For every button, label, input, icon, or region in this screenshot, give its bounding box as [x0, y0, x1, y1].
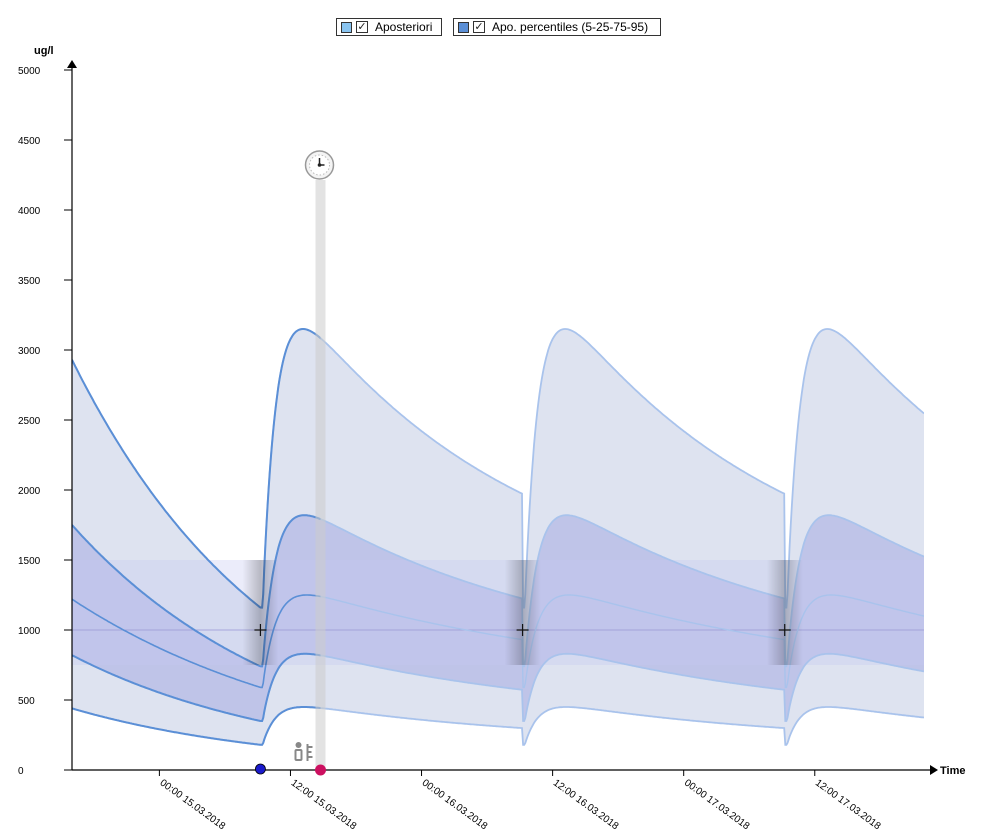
- y-tick-label-1000: 1000: [18, 626, 41, 637]
- dose-marker-1: [516, 624, 529, 636]
- x-tick-label-0: 00:00 15.03.2018: [158, 778, 228, 833]
- line-p75-past: [72, 514, 321, 668]
- line-p5-past: [72, 706, 321, 746]
- legend-percentiles[interactable]: ✓ Apo. percentiles (5-25-75-95): [453, 18, 661, 36]
- y-tick-label-3000: 3000: [18, 346, 41, 357]
- aposteriori-checkbox[interactable]: ✓: [356, 21, 368, 33]
- line-p25-past: [72, 652, 321, 722]
- x-tick-label-2: 00:00 16.03.2018: [420, 778, 490, 833]
- dose-shade-2: [766, 560, 803, 665]
- time-cursor: [315, 180, 326, 770]
- x-axis-arrow: [930, 765, 938, 775]
- dose-shade-1: [504, 560, 541, 665]
- y-tick-label-0: 0: [18, 766, 24, 777]
- x-tick-label-1: 12:00 15.03.2018: [289, 778, 359, 833]
- percentiles-label: Apo. percentiles (5-25-75-95): [492, 20, 649, 34]
- y-tick-label-2000: 2000: [18, 486, 41, 497]
- aposteriori-label: Aposteriori: [375, 20, 433, 34]
- y-axis-label: ug/l: [34, 45, 54, 57]
- y-tick-label-1500: 1500: [18, 556, 41, 567]
- dose-point[interactable]: [255, 763, 266, 775]
- y-tick-label-3500: 3500: [18, 276, 41, 287]
- dose-marker-0: [254, 624, 267, 636]
- percentiles-checkbox[interactable]: ✓: [473, 21, 485, 33]
- band-p25-p75: [72, 515, 924, 721]
- y-tick-label-2500: 2500: [18, 416, 41, 427]
- y-tick-label-4500: 4500: [18, 136, 41, 147]
- percentiles-swatch: [458, 21, 469, 33]
- line-median-past: [72, 594, 321, 689]
- dose-shade-0: [242, 560, 279, 665]
- legend-aposteriori[interactable]: ✓ Aposteriori: [336, 18, 442, 36]
- x-tick-label-3: 12:00 16.03.2018: [551, 778, 621, 833]
- x-tick-label-5: 12:00 17.03.2018: [813, 778, 883, 833]
- aposteriori-swatch: [341, 21, 352, 33]
- clock-icon[interactable]: [304, 150, 335, 180]
- patient-covariate-icon[interactable]: [294, 742, 313, 761]
- y-tick-label-5000: 5000: [18, 66, 41, 77]
- line-p95-past: [72, 328, 321, 609]
- y-axis-arrow: [67, 60, 77, 68]
- y-tick-label-4000: 4000: [18, 206, 41, 217]
- measure-point[interactable]: [315, 764, 326, 776]
- x-tick-label-4: 00:00 17.03.2018: [682, 778, 752, 833]
- x-axis-label: Time: [940, 765, 965, 777]
- dose-marker-2: [778, 624, 791, 636]
- y-tick-label-500: 500: [18, 696, 35, 707]
